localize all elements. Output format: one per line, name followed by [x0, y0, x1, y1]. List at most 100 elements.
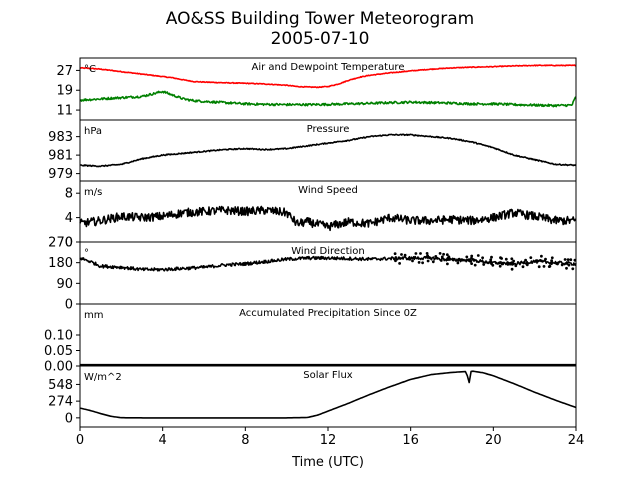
- wind-direction-point: [393, 252, 397, 256]
- wind-direction-point: [501, 262, 505, 266]
- wind-direction-point: [560, 263, 564, 267]
- y-tick-label: 4: [65, 211, 73, 226]
- series-line-temp-1: [79, 90, 577, 108]
- y-tick-label: 270: [48, 236, 73, 251]
- panel-unit-label: mm: [84, 310, 103, 321]
- wind-direction-point: [414, 252, 418, 255]
- wind-direction-point: [504, 257, 508, 261]
- wind-direction-point: [446, 262, 449, 266]
- wind-direction-point: [426, 259, 430, 263]
- panel-title: Accumulated Precipitation Since 0Z: [239, 308, 417, 319]
- y-tick-label: 90: [56, 277, 73, 292]
- wind-direction-point: [524, 258, 527, 262]
- wind-direction-point: [550, 256, 554, 260]
- wind-direction-point: [425, 252, 429, 255]
- wind-direction-point: [563, 258, 567, 261]
- wind-direction-point: [431, 260, 435, 264]
- wind-direction-point: [510, 262, 514, 266]
- y-tick-label: 981: [48, 149, 73, 164]
- x-axis: 0 4 8 12 16 20 24: [76, 427, 584, 448]
- x-tick-label: 12: [320, 433, 337, 448]
- panel-temp: 27 19 11 °C Air and Dewpoint Temperature: [56, 57, 577, 121]
- wind-direction-point: [486, 261, 490, 265]
- wind-direction-point: [522, 261, 526, 265]
- panel-wind-direction: 270 180 90 0 ° Wind Direction: [48, 236, 577, 313]
- y-tick-label: 0.05: [44, 344, 73, 359]
- panel-unit-label: m/s: [84, 187, 102, 198]
- wind-direction-point: [451, 258, 455, 262]
- wind-direction-point: [411, 259, 414, 263]
- series-line-solar-0: [79, 370, 577, 419]
- x-tick-label: 4: [159, 433, 167, 448]
- wind-direction-point: [419, 252, 422, 255]
- x-tick-label: 0: [76, 433, 84, 448]
- wind-direction-point: [445, 253, 449, 256]
- wind-direction-point: [470, 256, 473, 260]
- wind-direction-point: [571, 267, 575, 271]
- x-tick-label: 24: [568, 433, 585, 448]
- wind-direction-point: [529, 256, 533, 259]
- wind-direction-point: [490, 255, 493, 259]
- series-line-pressure-0: [79, 133, 577, 168]
- wind-direction-point: [548, 264, 552, 268]
- wind-direction-point: [538, 259, 542, 262]
- wind-direction-point: [465, 255, 469, 259]
- wind-direction-point: [439, 259, 443, 262]
- wind-direction-point: [473, 263, 477, 267]
- wind-direction-point: [550, 259, 553, 262]
- wind-direction-point: [542, 265, 546, 268]
- wind-direction-point: [567, 263, 571, 267]
- wind-direction-point: [489, 260, 492, 264]
- wind-direction-point: [537, 265, 541, 269]
- chart-title: AO&SS Building Tower Meteorogram: [166, 9, 474, 29]
- wind-direction-point: [436, 257, 439, 260]
- wind-direction-point: [460, 258, 464, 261]
- wind-direction-point: [544, 257, 547, 261]
- y-tick-label: 27: [56, 64, 73, 79]
- wind-direction-point: [514, 264, 518, 268]
- wind-direction-point: [566, 258, 570, 261]
- panel-title: Air and Dewpoint Temperature: [252, 62, 405, 73]
- panel-title: Wind Direction: [291, 246, 365, 257]
- wind-direction-point: [440, 255, 444, 259]
- panel-unit-label: °: [84, 248, 89, 259]
- x-axis-label: Time (UTC): [291, 455, 364, 470]
- series-line-wind-direction-0: [79, 255, 577, 272]
- wind-direction-point: [403, 253, 407, 257]
- wind-direction-point: [456, 261, 460, 265]
- wind-direction-point: [476, 254, 480, 257]
- y-tick-label: 11: [56, 104, 73, 119]
- panel-title: Wind Speed: [298, 185, 358, 196]
- y-tick-label: 0: [65, 236, 73, 251]
- chart-subtitle-date: 2005-07-10: [271, 29, 370, 49]
- wind-direction-point: [512, 259, 515, 263]
- wind-direction-point: [510, 257, 514, 261]
- wind-direction-point: [428, 256, 432, 260]
- panel-unit-label: °C: [84, 64, 96, 75]
- wind-direction-point: [500, 257, 503, 260]
- y-tick-label: 979: [48, 167, 73, 182]
- wind-direction-point: [438, 252, 442, 255]
- wind-direction-point: [510, 267, 514, 271]
- wind-direction-point: [540, 254, 543, 258]
- wind-direction-point: [482, 263, 486, 266]
- wind-direction-point: [400, 253, 403, 256]
- series-line-wind-speed-0: [79, 205, 577, 232]
- wind-direction-point: [569, 258, 573, 262]
- y-tick-label: 0.00: [44, 360, 73, 375]
- x-tick-label: 20: [485, 433, 502, 448]
- series-line-temp-0: [79, 64, 577, 89]
- y-tick-label: 274: [48, 395, 73, 410]
- y-tick-label: 0: [65, 298, 73, 313]
- wind-direction-point: [534, 259, 538, 263]
- wind-direction-point: [421, 261, 424, 265]
- wind-direction-point: [457, 257, 461, 261]
- wind-direction-point: [489, 258, 493, 262]
- panel-precip: 0.100.050.00 mm Accumulated Precipitation …: [44, 303, 577, 375]
- wind-direction-point: [434, 255, 438, 258]
- wind-direction-point: [468, 258, 472, 262]
- wind-direction-point: [398, 262, 401, 265]
- panel-unit-label: hPa: [84, 126, 102, 137]
